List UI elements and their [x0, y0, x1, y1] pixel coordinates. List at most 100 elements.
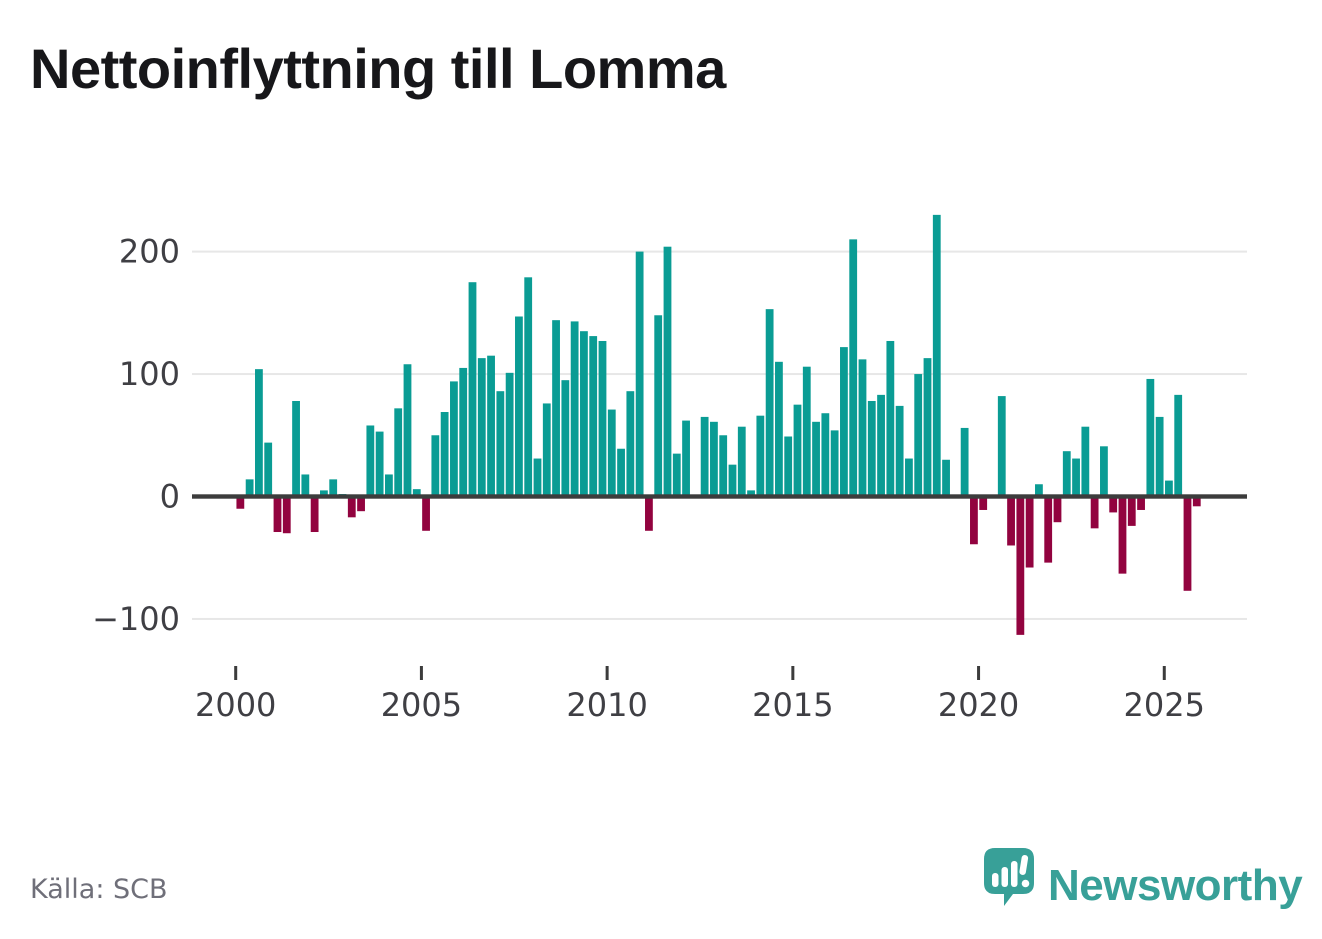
- bar-2023-Q1: [1090, 496, 1099, 529]
- bar-2012-Q1: [682, 420, 690, 497]
- bar-2019-Q4: [970, 496, 978, 545]
- bar-2015-Q4: [821, 413, 830, 497]
- bar-2001-Q4: [301, 474, 310, 497]
- bar-2010-Q2: [617, 448, 625, 497]
- bar-2007-Q1: [496, 391, 505, 497]
- bar-2016-Q1: [830, 430, 839, 497]
- bar-2000-Q1: [236, 496, 245, 509]
- bar-2005-Q2: [431, 435, 440, 497]
- bar-2017-Q4: [895, 405, 904, 497]
- bar-2019-Q3: [960, 427, 969, 497]
- newsworthy-branding: Newsworthy: [982, 846, 1303, 916]
- x-tick-label-2015: 2015: [752, 686, 833, 724]
- bar-2005-Q1: [422, 496, 430, 531]
- newsworthy-logo-icon: [984, 848, 1034, 906]
- bar-2020-Q1: [979, 496, 988, 510]
- bar-2018-Q1: [905, 458, 913, 497]
- bar-2025-Q4: [1192, 496, 1201, 507]
- bar-2017-Q1: [867, 400, 876, 497]
- bar-2021-Q1: [1016, 496, 1025, 635]
- bar-2006-Q1: [459, 367, 468, 497]
- bar-2024-Q4: [1155, 416, 1164, 497]
- x-tick-2005: [419, 666, 423, 680]
- bar-2021-Q4: [1044, 496, 1053, 563]
- gridline-200: [192, 250, 1247, 253]
- x-tick-label-2020: 2020: [938, 686, 1019, 724]
- bar-2013-Q1: [719, 435, 728, 497]
- bar-2023-Q4: [1118, 496, 1127, 574]
- bar-2004-Q4: [412, 489, 421, 497]
- bar-2022-Q1: [1053, 496, 1062, 523]
- bar-2007-Q4: [524, 277, 533, 497]
- bar-2010-Q3: [626, 391, 635, 497]
- bar-2022-Q3: [1072, 458, 1080, 497]
- bar-2012-Q3: [700, 416, 709, 497]
- bar-2000-Q3: [255, 369, 263, 497]
- bar-2002-Q3: [329, 479, 338, 497]
- bar-2014-Q4: [784, 436, 793, 497]
- bar-2016-Q3: [849, 239, 858, 497]
- bar-2013-Q3: [737, 426, 746, 497]
- bar-2011-Q3: [663, 246, 672, 497]
- gridline-100: [192, 373, 1247, 376]
- bar-2021-Q2: [1025, 496, 1034, 568]
- bar-2024-Q1: [1127, 496, 1136, 526]
- x-tick-label-2000: 2000: [195, 686, 276, 724]
- bar-2015-Q1: [793, 404, 802, 497]
- bar-2006-Q4: [487, 355, 495, 497]
- bar-2017-Q2: [877, 394, 885, 497]
- bar-2018-Q2: [914, 374, 923, 497]
- x-tick-label-2005: 2005: [381, 686, 462, 724]
- bar-2009-Q3: [589, 336, 598, 497]
- bar-2025-Q3: [1183, 496, 1192, 591]
- x-tick-2015: [791, 666, 795, 680]
- x-tick-2000: [234, 666, 238, 680]
- bar-2022-Q2: [1062, 451, 1071, 497]
- bar-2010-Q1: [607, 409, 616, 497]
- bar-2024-Q2: [1137, 496, 1145, 510]
- bar-2016-Q2: [840, 347, 848, 497]
- chart-title: Nettoinflyttning till Lomma: [30, 37, 726, 100]
- x-tick-2020: [977, 666, 981, 680]
- bar-2008-Q2: [542, 403, 551, 497]
- bar-2015-Q2: [802, 366, 811, 497]
- bar-2000-Q4: [264, 442, 273, 497]
- bar-2001-Q3: [292, 400, 300, 497]
- x-tick-2010: [605, 666, 609, 680]
- bar-chart-plot: 200 100 0 −100 2000 2005 2010 2015 2020 2025: [92, 214, 1247, 724]
- bar-2003-Q1: [347, 496, 356, 518]
- bar-2008-Q4: [561, 380, 570, 497]
- bar-2025-Q1: [1165, 480, 1173, 497]
- bar-2002-Q1: [310, 496, 319, 533]
- bar-2000-Q2: [245, 479, 254, 497]
- bar-2005-Q3: [440, 412, 449, 497]
- bar-2025-Q2: [1174, 394, 1183, 497]
- bar-2014-Q1: [756, 415, 765, 497]
- bar-2005-Q4: [450, 381, 458, 497]
- bar-2008-Q1: [533, 458, 542, 497]
- bar-2007-Q2: [505, 372, 514, 497]
- bar-2004-Q3: [403, 364, 412, 497]
- y-tick-label-100: 100: [119, 355, 180, 393]
- bar-2001-Q2: [282, 496, 291, 534]
- bar-2009-Q1: [570, 321, 579, 497]
- bar-2014-Q3: [775, 361, 783, 497]
- bar-2003-Q4: [375, 431, 384, 497]
- bar-2013-Q4: [747, 490, 755, 497]
- bar-2020-Q3: [997, 396, 1006, 497]
- y-tick-label-−100: −100: [92, 600, 180, 638]
- bar-2006-Q3: [477, 358, 486, 497]
- bar-2015-Q3: [812, 421, 820, 497]
- bar-2001-Q1: [273, 496, 282, 533]
- bar-2012-Q4: [710, 421, 718, 497]
- bar-2006-Q2: [468, 282, 477, 497]
- bar-2020-Q4: [1007, 496, 1015, 546]
- bar-2018-Q3: [923, 358, 932, 497]
- y-tick-label-200: 200: [119, 233, 180, 271]
- bar-2009-Q4: [598, 340, 607, 497]
- bar-2016-Q4: [858, 359, 867, 497]
- bar-2023-Q2: [1100, 446, 1108, 497]
- bar-2011-Q2: [654, 315, 663, 497]
- bar-2022-Q4: [1081, 426, 1090, 497]
- bar-2021-Q3: [1035, 484, 1043, 497]
